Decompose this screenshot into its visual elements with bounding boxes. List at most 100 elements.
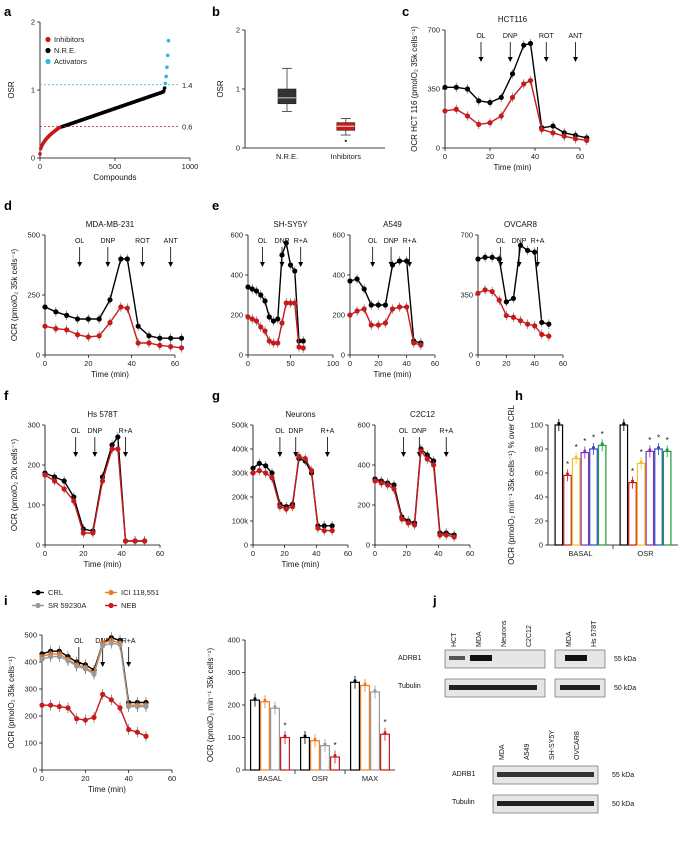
- x-tick-label: 0: [43, 549, 47, 558]
- scatter-point: [165, 53, 170, 58]
- data-point: [258, 292, 264, 298]
- data-point: [300, 345, 306, 351]
- data-point: [48, 654, 54, 660]
- legend-label: NEB: [121, 601, 136, 610]
- blot-band: [497, 772, 594, 777]
- y-tick-label: 700: [427, 26, 440, 35]
- x-tick-label: 20: [79, 549, 87, 558]
- injection-arrowhead: [370, 262, 376, 267]
- data-point: [42, 472, 48, 478]
- bar-point: [373, 689, 377, 692]
- data-point: [287, 300, 294, 306]
- significance-star: *: [583, 437, 586, 446]
- data-point: [296, 344, 302, 350]
- injection-arrowhead: [298, 262, 304, 267]
- bar-point: [574, 455, 578, 459]
- y-tick-label: 80: [535, 445, 543, 454]
- bar-point: [665, 448, 669, 452]
- data-point: [42, 323, 48, 329]
- scatter-point: [166, 38, 171, 43]
- data-point: [262, 298, 268, 304]
- y-tick-label: 200: [27, 461, 40, 470]
- y-tick-label: 0: [244, 541, 248, 550]
- x-tick-label: 0: [246, 359, 250, 368]
- blot-membrane: [444, 649, 546, 669]
- panel-letter-b: b: [212, 4, 220, 19]
- data-point: [361, 306, 367, 312]
- blot-size-label: 55 kDa: [614, 656, 636, 663]
- chart-title: OVCAR8: [504, 220, 537, 229]
- x-tick-label: 500: [109, 162, 122, 171]
- chart-i-time-course: 0 100 200 300 400 500 0 20 40 60 Time (min) OCR (pm…: [7, 588, 176, 794]
- x-tick-label: 20: [502, 359, 510, 368]
- injection-label: OL: [275, 428, 284, 435]
- legend-label: Inhibitors: [54, 35, 85, 44]
- blot-size-label: 50 kDa: [612, 801, 634, 808]
- data-point: [146, 340, 152, 346]
- y-tick-label: 60: [535, 469, 543, 478]
- bar: [636, 462, 646, 546]
- data-point: [39, 656, 45, 662]
- data-point: [56, 703, 62, 710]
- series-line-red: [44, 448, 145, 542]
- injection-arrowhead: [507, 57, 513, 62]
- data-point: [372, 478, 378, 484]
- data-point: [302, 456, 308, 462]
- data-point: [396, 258, 403, 264]
- data-point: [354, 276, 360, 282]
- y-tick-label: 400: [332, 271, 345, 280]
- data-point: [475, 256, 481, 262]
- injection-arrowhead: [407, 262, 412, 267]
- bar: [370, 691, 381, 771]
- injection-label: R+A: [321, 428, 335, 435]
- data-point: [368, 322, 374, 328]
- group-label: BASAL: [258, 774, 282, 783]
- y-tick-label: 100: [530, 421, 543, 430]
- data-point: [532, 323, 538, 329]
- injection-arrowhead: [100, 662, 106, 667]
- data-point: [126, 726, 132, 733]
- bar-point: [657, 446, 660, 449]
- data-point: [115, 434, 121, 440]
- data-point: [453, 106, 459, 112]
- scatter-point: [38, 152, 42, 156]
- x-tick-label: 0: [38, 162, 42, 171]
- y-axis-label: OSR: [216, 80, 225, 98]
- data-point: [464, 113, 471, 119]
- y-axis-label: OCR (pmolO₂ min⁻¹ 35k cells⁻¹): [206, 648, 215, 763]
- injection-label: DNP: [288, 428, 303, 435]
- data-point: [48, 702, 54, 708]
- data-point: [521, 81, 527, 87]
- x-tick-label: 20: [402, 549, 410, 558]
- chart-b-osr-boxplot: 0 1 2 OSR N.R.E. Inhibitors: [216, 26, 385, 161]
- injection-arrowhead: [92, 452, 98, 457]
- blot-size-label: 50 kDa: [614, 685, 636, 692]
- data-point: [90, 530, 96, 536]
- data-point: [368, 302, 374, 308]
- injection-label: OL: [71, 428, 80, 435]
- bar: [589, 448, 598, 546]
- y-tick-label: 200: [332, 311, 345, 320]
- injection-arrowhead: [259, 262, 265, 267]
- data-point: [279, 252, 285, 258]
- data-point: [270, 340, 277, 346]
- data-point: [361, 286, 367, 292]
- data-point: [117, 705, 123, 711]
- x-axis-label: Time (min): [282, 560, 320, 569]
- y-axis-label: OCR (pmolO₂ 20k cells⁻¹): [10, 439, 19, 532]
- bar-point: [648, 448, 652, 452]
- x-axis-label: Compounds: [93, 173, 136, 182]
- injection-arrowhead: [140, 262, 145, 267]
- x-tick-label: 20: [81, 774, 89, 783]
- injection-label: R+A: [119, 428, 133, 435]
- data-point: [532, 249, 538, 255]
- injection-label: OL: [496, 238, 505, 245]
- y-tick-label: 2: [236, 26, 240, 35]
- data-point: [124, 256, 130, 262]
- threshold-label: 1.4: [182, 81, 192, 90]
- data-point: [489, 254, 495, 260]
- data-point: [487, 120, 493, 126]
- data-point: [539, 319, 545, 326]
- data-point: [107, 297, 113, 303]
